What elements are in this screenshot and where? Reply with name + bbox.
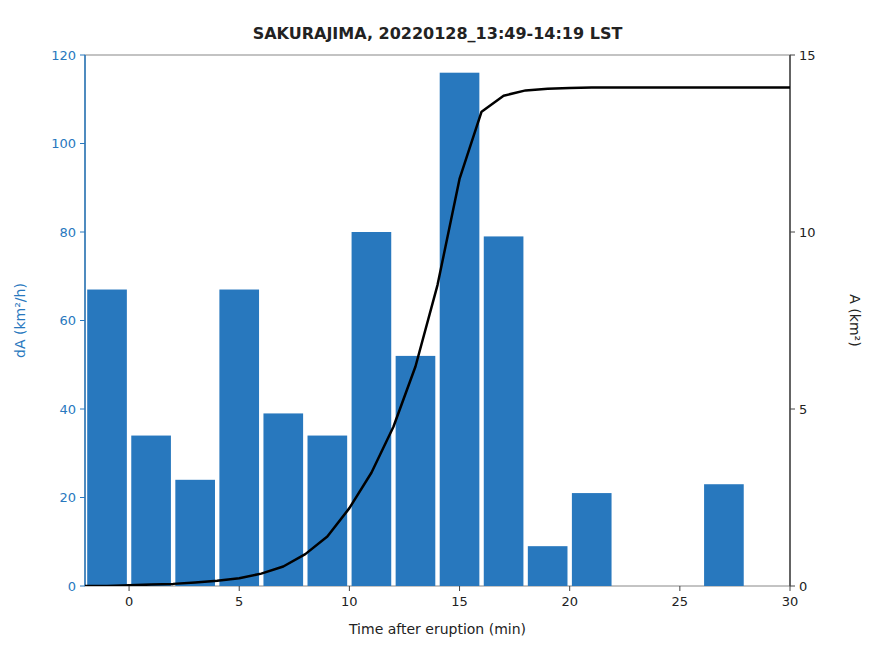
y-axis-label: dA (km²/h) xyxy=(12,283,28,358)
y2-tick-label: 5 xyxy=(799,402,807,417)
x-tick-label: 30 xyxy=(782,594,799,609)
y-tick xyxy=(80,586,85,587)
y2-tick xyxy=(790,232,795,233)
y2-tick xyxy=(790,55,795,56)
bar xyxy=(131,436,171,586)
x-tick-label: 25 xyxy=(672,594,689,609)
x-tick xyxy=(349,586,350,591)
bar xyxy=(175,480,215,586)
bar xyxy=(704,484,744,586)
x-tick-label: 5 xyxy=(235,594,243,609)
y2-tick xyxy=(790,586,795,587)
y-tick-label: 40 xyxy=(59,402,76,417)
bar xyxy=(484,236,524,586)
x-tick-label: 10 xyxy=(341,594,358,609)
bar xyxy=(572,493,612,586)
y-tick xyxy=(80,497,85,498)
y2-axis-line xyxy=(789,55,791,586)
y-tick xyxy=(80,143,85,144)
y2-tick-label: 10 xyxy=(799,225,816,240)
bar xyxy=(440,73,480,586)
plot-frame xyxy=(85,55,790,586)
y-tick-label: 80 xyxy=(59,225,76,240)
y-tick xyxy=(80,55,85,56)
x-tick-label: 20 xyxy=(561,594,578,609)
plot-area xyxy=(85,73,790,586)
title: SAKURAJIMA, 20220128_13:49-14:19 LST xyxy=(253,24,623,43)
y-tick-label: 120 xyxy=(51,48,76,63)
bar xyxy=(308,436,348,586)
y-tick-label: 100 xyxy=(51,136,76,151)
y-tick-label: 20 xyxy=(59,490,76,505)
cumulative-line xyxy=(85,88,790,586)
y-tick xyxy=(80,232,85,233)
chart: 0 5 10 15 20 25 30 Time after eruption (min) 0 20… xyxy=(0,0,875,656)
y-tick-label: 60 xyxy=(59,313,76,328)
bar xyxy=(219,290,259,586)
x-tick-label: 0 xyxy=(125,594,133,609)
x-axis: 0 5 10 15 20 25 30 Time after eruption (min) xyxy=(125,586,798,637)
y2-tick-label: 15 xyxy=(799,48,816,63)
x-tick-label: 15 xyxy=(451,594,468,609)
bar xyxy=(352,232,392,586)
bar xyxy=(87,290,127,586)
y-tick xyxy=(80,409,85,410)
y-tick-label: 0 xyxy=(68,579,76,594)
x-tick xyxy=(569,586,570,591)
y-tick xyxy=(80,320,85,321)
x-tick xyxy=(679,586,680,591)
y2-axis-label: A (km²) xyxy=(847,294,863,346)
bar xyxy=(528,546,568,586)
y-axis: 0 20 40 60 80 100 120 dA (km²/h) xyxy=(12,48,85,594)
x-tick xyxy=(790,586,791,591)
x-tick xyxy=(129,586,130,591)
x-tick xyxy=(239,586,240,591)
y2-axis: 0 5 10 15 A (km²) xyxy=(790,48,863,594)
y2-tick xyxy=(790,409,795,410)
bar xyxy=(396,356,436,586)
y2-tick-label: 0 xyxy=(799,579,807,594)
x-axis-label: Time after eruption (min) xyxy=(348,621,526,637)
x-tick xyxy=(459,586,460,591)
